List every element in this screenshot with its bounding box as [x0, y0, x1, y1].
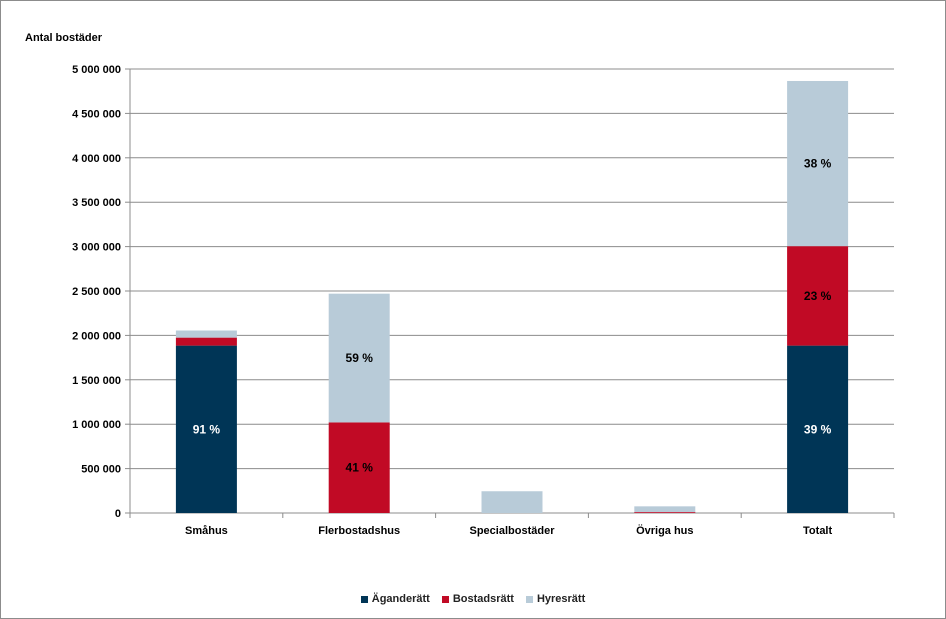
legend-item: Äganderätt — [360, 593, 430, 605]
chart-legend: Äganderätt Bostadsrätt Hyresrätt — [1, 593, 945, 605]
y-tick-label: 500 000 — [81, 464, 121, 476]
y-tick-label: 4 000 000 — [72, 153, 121, 165]
data-label: 23 % — [804, 289, 832, 303]
y-tick-label: 1 500 000 — [72, 375, 121, 387]
legend-label: Bostadsrätt — [452, 593, 514, 605]
y-axis-title: Antal bostäder — [25, 32, 103, 44]
legend-item: Bostadsrätt — [441, 593, 514, 605]
y-tick-label: 3 000 000 — [72, 242, 121, 254]
bar-segment — [328, 293, 390, 423]
data-label: 59 % — [346, 351, 374, 365]
data-label: 39 % — [804, 422, 832, 436]
bar-segment — [175, 345, 237, 513]
bar-segment — [634, 506, 696, 513]
legend-label: Hyresrätt — [536, 593, 586, 605]
legend-swatch — [441, 595, 449, 603]
bar-segment — [481, 491, 543, 513]
legend-swatch — [360, 595, 368, 603]
legend-swatch — [525, 595, 533, 603]
y-tick-label: 5 000 000 — [72, 64, 121, 76]
y-tick-label: 1 000 000 — [72, 419, 121, 431]
y-tick-label: 3 500 000 — [72, 197, 121, 209]
y-tick-label: 2 500 000 — [72, 286, 121, 298]
x-tick-label: Totalt — [803, 525, 832, 537]
data-label: 41 % — [346, 461, 374, 475]
bar-segment — [175, 337, 237, 346]
data-label: 38 % — [804, 157, 832, 171]
y-tick-label: 2 000 000 — [72, 330, 121, 342]
legend-item: Hyresrätt — [525, 593, 586, 605]
bar-segment — [787, 80, 849, 247]
data-label: 91 % — [193, 422, 221, 436]
bar-segment — [787, 345, 849, 513]
x-tick-label: Övriga hus — [636, 524, 693, 537]
y-tick-label: 0 — [115, 508, 121, 520]
bar-segment — [634, 512, 696, 513]
y-tick-label: 4 500 000 — [72, 108, 121, 120]
x-tick-label: Specialbostäder — [470, 525, 556, 537]
legend-label: Äganderätt — [371, 593, 430, 605]
bar-segment — [328, 422, 390, 513]
x-tick-label: Flerbostadshus — [318, 525, 400, 537]
bar-segment — [175, 330, 237, 338]
x-tick-label: Småhus — [185, 525, 228, 537]
bar-segment — [787, 246, 849, 346]
